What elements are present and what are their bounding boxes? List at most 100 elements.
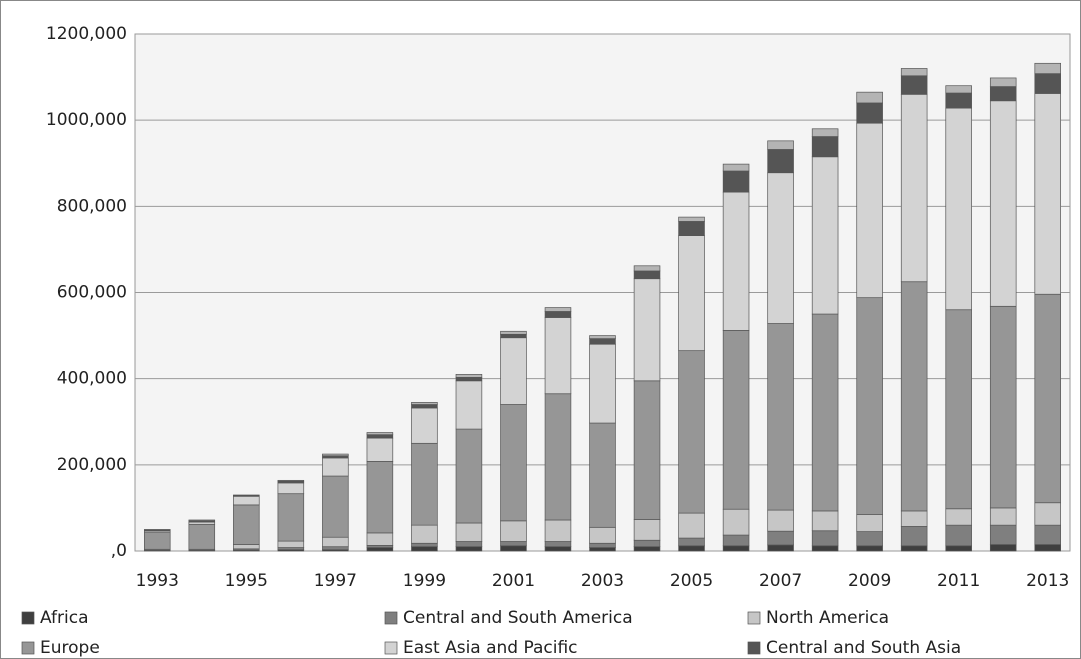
bar-segment <box>678 537 705 547</box>
bar-segment <box>455 377 483 382</box>
bar-segment <box>188 523 216 550</box>
bar-segment <box>811 530 839 547</box>
bar-segment <box>722 191 750 331</box>
bar-segment <box>811 156 839 315</box>
bar-segment <box>544 519 572 542</box>
bar-segment <box>811 136 839 158</box>
bar-segment <box>767 172 794 324</box>
legend-swatch <box>747 611 761 625</box>
bar-segment <box>678 221 705 236</box>
bar-segment <box>366 547 394 552</box>
bar-segment <box>366 461 394 534</box>
bar-segment <box>989 507 1017 526</box>
bar-segment <box>900 93 928 283</box>
bar-segment <box>1034 544 1061 552</box>
bar-segment <box>722 163 750 172</box>
bar-segment <box>945 524 972 547</box>
bar-segment <box>589 335 616 339</box>
bar-segment <box>1034 524 1061 545</box>
legend-label: Europe <box>40 638 100 658</box>
bar-segment <box>589 338 616 345</box>
bar-segment <box>411 404 438 409</box>
bar-segment <box>811 510 839 532</box>
bar-segment <box>989 544 1017 552</box>
bar-segment <box>900 281 928 512</box>
y-tick-label: 1200,000 <box>46 24 127 44</box>
bar-segment <box>411 542 438 548</box>
bar-segment <box>722 534 750 547</box>
bar-segment <box>233 495 260 506</box>
bar-segment <box>1034 62 1061 74</box>
bar-segment <box>989 305 1017 509</box>
bar-segment <box>633 270 661 280</box>
bar-segment <box>277 540 305 548</box>
x-tick-label: 2001 <box>492 571 535 591</box>
legend-swatch <box>384 611 398 625</box>
bar-segment <box>589 542 616 548</box>
bar-segment <box>411 546 438 552</box>
bar-segment <box>811 545 839 552</box>
bar-segment <box>589 526 616 544</box>
bar-segment <box>633 278 661 382</box>
bar-segment <box>322 536 349 548</box>
legend-label: Central and South Asia <box>766 638 961 658</box>
legend-swatch <box>21 641 35 655</box>
bar-segment <box>856 91 883 104</box>
x-tick-label: 2003 <box>581 571 624 591</box>
bar-segment <box>856 122 883 299</box>
bar-segment <box>589 547 616 552</box>
bar-segment <box>722 330 750 510</box>
bar-segment <box>455 546 483 552</box>
bar-segment <box>144 531 171 550</box>
bar-segment <box>366 434 394 439</box>
bar-segment <box>945 85 972 94</box>
bar-segment <box>455 428 483 524</box>
x-tick-label: 1999 <box>403 571 446 591</box>
bar-segment <box>366 532 394 546</box>
bar-segment <box>767 544 794 552</box>
bar-segment <box>455 374 483 378</box>
bar-segment <box>900 510 928 527</box>
bar-segment <box>322 453 349 457</box>
bar-segment <box>500 545 527 552</box>
bar-segment <box>233 544 260 550</box>
bar-segment <box>856 102 883 124</box>
bar-segment <box>989 524 1017 545</box>
bar-segment <box>455 522 483 542</box>
bar-segment <box>856 297 883 515</box>
bar-segment <box>544 317 572 395</box>
bar-segment <box>500 404 527 522</box>
bar-segment <box>544 393 572 521</box>
bar-segment <box>856 514 883 532</box>
bar-segment <box>767 140 794 150</box>
bar-segment <box>722 170 750 193</box>
bar-segment <box>678 235 705 352</box>
bar-segment <box>945 508 972 526</box>
legend-label: East Asia and Pacific <box>403 638 578 658</box>
x-tick-label: 2009 <box>848 571 891 591</box>
bar-segment <box>767 323 794 511</box>
bar-segment <box>767 530 794 546</box>
legend-swatch <box>21 611 35 625</box>
bar-segment <box>678 512 705 539</box>
y-tick-label: 400,000 <box>57 369 127 389</box>
bar-segment <box>633 539 661 548</box>
bar-segment <box>900 526 928 547</box>
y-tick-label: 800,000 <box>57 196 127 216</box>
bar-segment <box>544 311 572 318</box>
bar-segment <box>500 330 527 335</box>
legend-label: Central and South America <box>403 608 633 628</box>
bar-segment <box>945 309 972 510</box>
bar-segment <box>366 432 394 436</box>
bar-segment <box>989 100 1017 307</box>
bar-segment <box>633 380 661 520</box>
x-tick-label: 2005 <box>670 571 713 591</box>
x-tick-label: 1997 <box>314 571 357 591</box>
x-tick-label: 2007 <box>759 571 802 591</box>
bar-segment <box>544 541 572 548</box>
bar-segment <box>366 437 394 462</box>
bar-segment <box>322 546 349 551</box>
y-tick-label: 1000,000 <box>46 110 127 130</box>
bar-segment <box>1034 73 1061 94</box>
legend-swatch <box>747 641 761 655</box>
